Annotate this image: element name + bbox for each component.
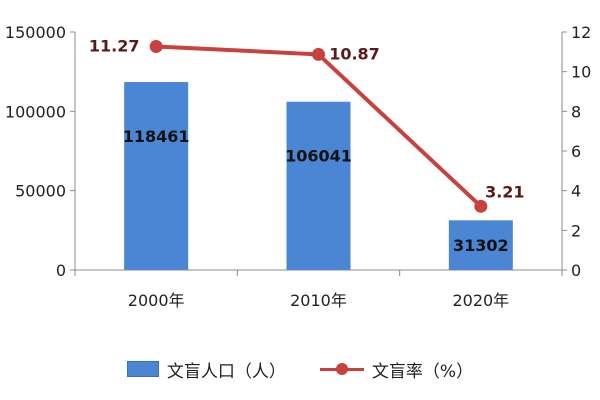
legend-bar-label: 文盲人口（人）: [166, 361, 286, 382]
line-point: [474, 199, 488, 213]
left-axis-tick-label: 0: [56, 261, 66, 280]
bar: [448, 220, 513, 270]
right-axis-tick-label: 0: [571, 261, 581, 280]
legend-item-line: 文盲率（%）: [319, 357, 474, 382]
line-point: [149, 39, 163, 53]
bar-data-label: 106041: [285, 147, 352, 166]
right-axis-tick-label: 12: [571, 23, 591, 42]
right-axis-tick-label: 8: [571, 102, 581, 121]
x-axis-tick-label: 2000年: [128, 291, 185, 310]
legend-bar-swatch: [126, 361, 159, 377]
legend-line-label: 文盲率（%）: [371, 361, 474, 382]
bar-data-label: 118461: [123, 127, 190, 146]
right-axis-tick-label: 4: [571, 182, 581, 201]
line-data-label: 3.21: [485, 182, 524, 201]
right-axis-tick-label: 10: [571, 63, 591, 82]
right-axis-tick-label: 6: [571, 142, 581, 161]
legend-item-bar: 文盲人口（人）: [126, 357, 286, 382]
combo-chart: 0 50000 100000 150000 0 2 4 6 8 10 12 2000年 2010年 202…: [5, 23, 591, 310]
x-axis-tick-label: 2020年: [452, 291, 509, 310]
line-data-label: 11.27: [89, 36, 140, 55]
x-axis-tick-label: 2010年: [290, 291, 347, 310]
left-axis-tick-label: 150000: [5, 23, 66, 42]
left-axis-tick-label: 100000: [5, 102, 66, 121]
left-axis-tick-label: 50000: [15, 182, 66, 201]
line-data-label: 10.87: [329, 44, 380, 63]
right-axis-tick-label: 2: [571, 221, 581, 240]
bar: [286, 101, 351, 270]
bar: [124, 82, 189, 271]
legend-line-swatch: [319, 361, 364, 377]
line-point: [312, 47, 325, 61]
legend: 文盲人口（人） 文盲率（%）: [0, 355, 600, 383]
bar-data-label: 31302: [453, 236, 509, 255]
